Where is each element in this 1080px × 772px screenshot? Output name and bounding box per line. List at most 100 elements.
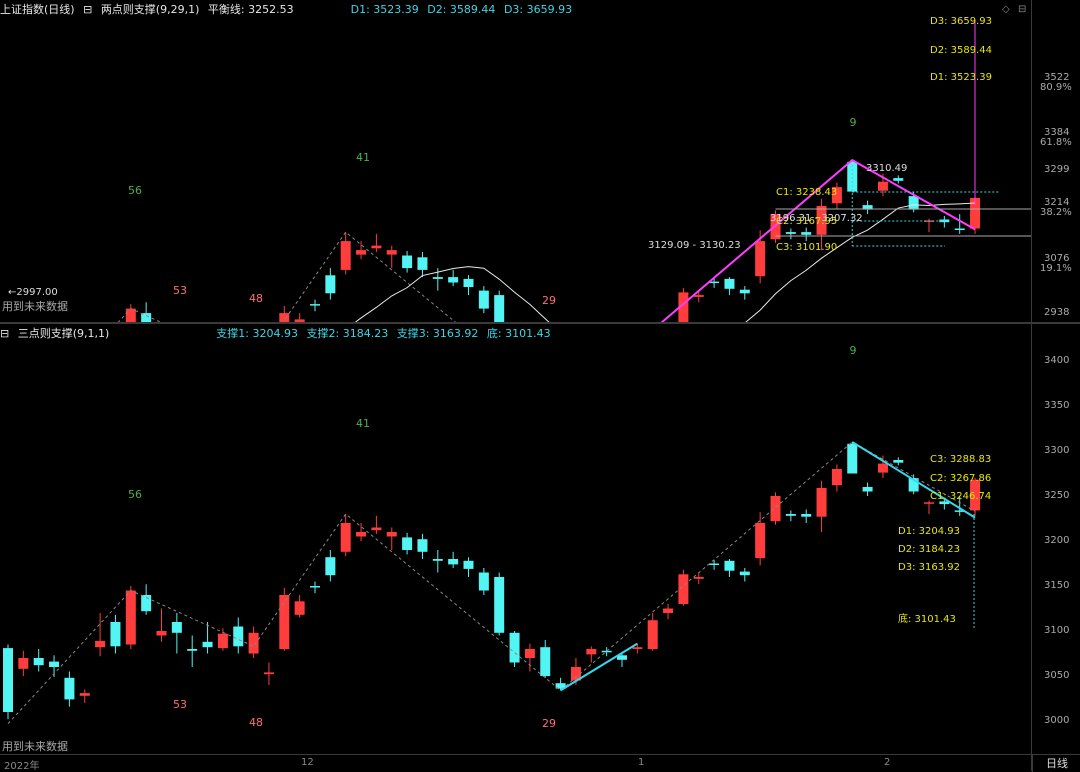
bottom-candlestick-chart[interactable]: C3: 3288.83 C2: 3267.86 C1: 3246.74 D1: 320…: [0, 324, 1032, 754]
price-tick: 3050: [1044, 670, 1070, 681]
price-tick: 3300: [1044, 445, 1070, 456]
bottom-candle: [478, 572, 489, 591]
price-tick: 3076: [1044, 253, 1070, 264]
top-candle: [417, 257, 428, 270]
settings-icon[interactable]: ◇: [1002, 4, 1010, 15]
bottom-wave-label: 56: [128, 488, 142, 501]
index-name: 上证指数(日线): [0, 3, 75, 16]
top-price-axis[interactable]: 3522 3384 3299 3214 3076 2938 80.9% 61.8% 38.2% 1…: [1032, 0, 1080, 322]
top-candlestick-chart[interactable]: D3: 3659.93 D2: 3589.44 D1: 3523.39 3310.49…: [0, 0, 1032, 322]
support2-label: 支撑2: 3184.23: [306, 327, 389, 340]
top-support-line: [660, 158, 976, 322]
bottom-candle: [739, 571, 750, 576]
bottom-support-label: 底: 3101.43: [486, 327, 551, 340]
top-header: 上证指数(日线) ⊟ 两点则支撑(9,29,1) 平衡线: 3252.53 D1…: [0, 0, 577, 20]
minus-icon[interactable]: ⊟: [83, 3, 93, 16]
bottom-candle: [187, 649, 198, 651]
price-tick: 3299: [1044, 164, 1070, 175]
d1-label: D1: 3523.39: [350, 3, 419, 16]
date-label-2: 2: [884, 757, 891, 768]
bottom-candle: [924, 502, 934, 504]
bottom-wave-label: 53: [173, 698, 187, 711]
top-candle: [755, 241, 766, 277]
bottom-candle: [371, 527, 382, 531]
bottom-candle: [724, 560, 735, 571]
top-chart-panel[interactable]: 上证指数(日线) ⊟ 两点则支撑(9,29,1) 平衡线: 3252.53 D1…: [0, 0, 1032, 322]
top-c3-annotation: C3: 3101.90: [776, 242, 837, 253]
bottom-candle: [448, 559, 459, 565]
bottom-price-axis[interactable]: 3400 3350 3300 3250 3200 3150 3100 3050 3000: [1032, 324, 1080, 754]
bottom-candle: [310, 586, 320, 588]
top-candle: [141, 313, 152, 322]
bottom-c2-annotation: C2: 3267.86: [930, 473, 991, 484]
bottom-candle: [325, 557, 336, 576]
bottom-candle: [171, 622, 182, 633]
bottom-candle: [785, 514, 796, 516]
support3-label: 支撑3: 3163.92: [396, 327, 479, 340]
bottom-c3-annotation: C3: 3288.83: [930, 454, 991, 465]
bottom-candle: [340, 523, 351, 552]
bottom-c1-annotation: C1: 3246.74: [930, 491, 991, 502]
top-wave-label: 48: [249, 292, 263, 305]
fib-percent-tick: 38.2%: [1040, 207, 1072, 218]
d2-label: D2: 3589.44: [427, 3, 496, 16]
top-wave-label: 56: [128, 184, 142, 197]
bottom-candle: [632, 647, 643, 649]
top-candle: [463, 278, 474, 287]
bottom-d1-annotation: D1: 3204.93: [898, 526, 960, 537]
date-label-2022: 2022年: [4, 761, 40, 772]
top-wave-label: 53: [173, 284, 187, 297]
bottom-candle: [125, 590, 136, 645]
top-moving-average: [354, 202, 976, 322]
bottom-resistance-line: [851, 441, 976, 519]
bottom-candle: [970, 479, 981, 511]
bottom-candle: [248, 632, 259, 654]
price-tick: 3400: [1044, 355, 1070, 366]
bottom-candle: [263, 672, 274, 675]
bottom-candle: [617, 655, 627, 660]
axis-border: [1031, 0, 1032, 771]
bottom-candle: [217, 633, 228, 649]
price-tick: 3384: [1044, 127, 1070, 138]
bottom-candle: [755, 523, 766, 559]
minus-icon[interactable]: ⊟: [0, 327, 10, 340]
top-candle: [294, 319, 305, 322]
top-candle: [893, 178, 904, 181]
fib-percent-tick: 61.8%: [1040, 137, 1072, 148]
bottom-chart-panel[interactable]: ⊟ 三点则支撑(9,1,1) 支撑1: 3204.93 支撑2: 3184.23…: [0, 324, 1032, 754]
support1-label: 支撑1: 3204.93: [216, 327, 298, 340]
top-future-data-note: 用到未来数据: [2, 299, 68, 313]
bottom-candle: [141, 595, 152, 612]
window-control-icon[interactable]: ⊟: [1018, 4, 1027, 15]
bottom-zigzag-line: [7, 441, 976, 725]
bottom-indicator-name[interactable]: 三点则支撑(9,1,1): [17, 327, 110, 340]
top-d3-annotation: D3: 3659.93: [930, 16, 992, 27]
date-label-1: 1: [638, 757, 645, 768]
date-axis[interactable]: 2022年 12 1 2: [0, 754, 1032, 772]
bottom-wave-label: 9: [850, 344, 857, 357]
top-candle: [279, 313, 290, 322]
d3-label: D3: 3659.93: [503, 3, 573, 16]
bottom-wave-label: 29: [542, 717, 556, 730]
bottom-candle: [570, 667, 581, 681]
price-tick: 3350: [1044, 400, 1070, 411]
top-candle: [125, 308, 136, 322]
bottom-candle: [64, 677, 75, 700]
top-candle: [847, 161, 858, 192]
bottom-candle: [110, 622, 121, 647]
bottom-candle: [555, 683, 566, 689]
panel-divider[interactable]: [0, 322, 1080, 324]
bottom-candle: [279, 595, 290, 649]
top-candle: [678, 292, 689, 322]
top-candle: [954, 228, 965, 230]
top-candle: [494, 295, 505, 322]
bottom-candle: [294, 601, 305, 615]
period-selector[interactable]: 日线: [1032, 754, 1080, 772]
bottom-candle: [202, 641, 213, 648]
top-candle: [908, 196, 919, 210]
bottom-candle: [524, 649, 535, 658]
bottom-candle: [463, 560, 474, 569]
top-indicator-name[interactable]: 两点则支撑(9,29,1): [100, 3, 200, 16]
bottom-d2-annotation: D2: 3184.23: [898, 544, 960, 555]
bottom-header: ⊟ 三点则支撑(9,1,1) 支撑1: 3204.93 支撑2: 3184.23…: [0, 324, 556, 344]
